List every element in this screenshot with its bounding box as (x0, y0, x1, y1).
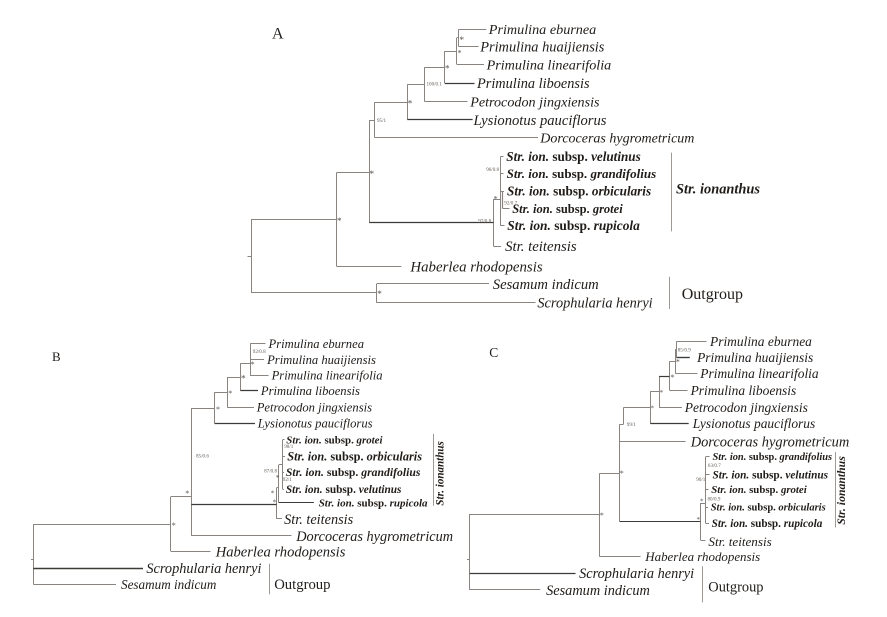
svg-text:Str. ion. subsp. grandifolius: Str. ion. subsp. grandifolius (507, 166, 657, 181)
svg-text:Str. ion. subsp. grandifolius: Str. ion. subsp. grandifolius (713, 452, 833, 463)
svg-text:96/0.8: 96/0.8 (486, 167, 499, 173)
svg-text:Scrophularia henryi: Scrophularia henryi (146, 561, 261, 577)
svg-text:Haberlea rhodopensis: Haberlea rhodopensis (644, 549, 760, 564)
svg-text:90/1: 90/1 (696, 477, 706, 483)
svg-text:*: * (377, 290, 382, 300)
svg-text:85/0.6: 85/0.6 (196, 453, 209, 459)
svg-text:*: * (620, 469, 624, 478)
svg-text:Primulina huaijiensis: Primulina huaijiensis (696, 350, 813, 365)
svg-text:Primulina liboensis: Primulina liboensis (260, 384, 360, 398)
svg-text:*: * (369, 170, 374, 180)
svg-text:Primulina liboensis: Primulina liboensis (690, 383, 797, 398)
svg-text:92/0.7: 92/0.7 (504, 200, 517, 206)
svg-text:Dorcoceras hygrometricum: Dorcoceras hygrometricum (690, 435, 850, 451)
svg-text:Primulina linearifolia: Primulina linearifolia (486, 57, 612, 73)
svg-text:B: B (52, 349, 61, 364)
svg-text:Str. ion. subsp. velutinus: Str. ion. subsp. velutinus (506, 149, 640, 164)
svg-text:*: * (676, 357, 680, 366)
svg-text:Haberlea rhodopensis: Haberlea rhodopensis (215, 544, 346, 560)
svg-text:*: * (408, 100, 413, 110)
svg-text:Dorcoceras hygrometricum: Dorcoceras hygrometricum (295, 529, 453, 545)
svg-text:*: * (271, 488, 275, 497)
svg-text:100/0.1: 100/0.1 (427, 82, 443, 88)
svg-text:*: * (697, 516, 701, 524)
svg-text:*: * (228, 389, 232, 398)
svg-text:Outgroup: Outgroup (708, 579, 763, 595)
svg-text:Outgroup: Outgroup (274, 577, 330, 593)
svg-text:Sesamum indicum: Sesamum indicum (121, 577, 216, 592)
svg-text:*: * (185, 489, 189, 498)
svg-text:98/1: 98/1 (284, 444, 294, 450)
svg-text:*: * (445, 65, 450, 75)
svg-text:*: * (651, 405, 655, 413)
svg-text:Primulina eburnea: Primulina eburnea (268, 337, 365, 351)
svg-text:Str. ionanthus: Str. ionanthus (435, 441, 447, 506)
svg-text:Dorcoceras hygrometricum: Dorcoceras hygrometricum (539, 132, 694, 147)
svg-text:*: * (458, 48, 462, 57)
svg-text:Primulina linearifolia: Primulina linearifolia (271, 369, 383, 383)
svg-text:Scrophularia henryi: Scrophularia henryi (537, 296, 652, 312)
svg-text:Str. ion. subsp. rupicola: Str. ion. subsp. rupicola (319, 497, 428, 509)
svg-text:Primulina huaijiensis: Primulina huaijiensis (266, 353, 376, 367)
svg-text:Str. ion. subsp. orbicularis: Str. ion. subsp. orbicularis (711, 502, 826, 513)
svg-text:Lysionotus pauciflorus: Lysionotus pauciflorus (692, 416, 815, 431)
svg-text:*: * (276, 473, 280, 482)
svg-text:80/0.9: 80/0.9 (708, 496, 721, 502)
svg-text:Petrocodon jingxiensis: Petrocodon jingxiensis (684, 400, 808, 415)
svg-text:Lysionotus pauciflorus: Lysionotus pauciflorus (473, 113, 607, 129)
svg-text:*: * (273, 497, 277, 506)
svg-text:*: * (671, 373, 675, 382)
svg-text:*: * (251, 360, 255, 369)
svg-text:Str. ionanthus: Str. ionanthus (676, 182, 760, 198)
svg-text:63/0.7: 63/0.7 (708, 463, 721, 469)
svg-text:97/0.8: 97/0.8 (478, 219, 491, 225)
svg-text:Str. ion. subsp. rupicola: Str. ion. subsp. rupicola (712, 518, 823, 530)
svg-text:Str. ion. subsp. grotei: Str. ion. subsp. grotei (512, 202, 623, 216)
svg-text:C: C (489, 345, 498, 360)
svg-text:Lysionotus pauciflorus: Lysionotus pauciflorus (257, 417, 373, 431)
svg-text:Petrocodon jingxiensis: Petrocodon jingxiensis (469, 94, 600, 110)
svg-text:*: * (600, 511, 604, 520)
svg-text:Primulina eburnea: Primulina eburnea (488, 22, 596, 38)
svg-text:Str. teitensis: Str. teitensis (284, 512, 354, 528)
svg-text:Str. ion. subsp. orbicularis: Str. ion. subsp. orbicularis (287, 450, 422, 464)
svg-text:95/1: 95/1 (377, 118, 387, 124)
svg-text:Primulina linearifolia: Primulina linearifolia (699, 366, 819, 381)
svg-text:*: * (172, 521, 176, 530)
svg-text:A: A (272, 26, 284, 43)
svg-text:*: * (494, 195, 498, 204)
svg-text:Str. ion. subsp. orbicularis: Str. ion. subsp. orbicularis (507, 184, 651, 199)
svg-text:Str. ion. subsp. rupicola: Str. ion. subsp. rupicola (507, 218, 640, 233)
svg-text:Str. ion. subsp. grotei: Str. ion. subsp. grotei (711, 484, 806, 496)
svg-text:Str. teitensis: Str. teitensis (505, 239, 577, 255)
svg-text:Outgroup: Outgroup (682, 286, 743, 303)
svg-text:*: * (660, 389, 664, 397)
svg-text:Petrocodon jingxiensis: Petrocodon jingxiensis (256, 401, 372, 415)
svg-text:Primulina liboensis: Primulina liboensis (476, 76, 590, 92)
svg-text:*: * (700, 497, 704, 505)
svg-text:Str. teitensis: Str. teitensis (708, 534, 771, 549)
svg-text:Str. ionanthus: Str. ionanthus (835, 456, 848, 525)
svg-text:*: * (216, 405, 220, 414)
svg-text:*: * (459, 36, 464, 46)
svg-text:Haberlea rhodopensis: Haberlea rhodopensis (409, 260, 542, 276)
svg-text:Primulina eburnea: Primulina eburnea (709, 334, 812, 349)
svg-text:Sesamum indicum: Sesamum indicum (546, 583, 650, 599)
svg-text:*: * (337, 217, 342, 227)
svg-text:Str. ion. subsp. velutinus: Str. ion. subsp. velutinus (713, 469, 829, 481)
svg-text:Sesamum indicum: Sesamum indicum (493, 277, 599, 293)
svg-text:85/0.9: 85/0.9 (678, 347, 692, 353)
svg-text:Str. ion. subsp. grotei: Str. ion. subsp. grotei (286, 434, 382, 446)
svg-text:92/1: 92/1 (283, 477, 293, 483)
svg-text:92/0.8: 92/0.8 (253, 349, 266, 355)
svg-text:Str. ion. subsp. grandifolius: Str. ion. subsp. grandifolius (286, 466, 421, 479)
svg-text:*: * (241, 375, 246, 385)
svg-text:Str. ion. subsp. velutinus: Str. ion. subsp. velutinus (286, 484, 402, 496)
svg-text:87/0.8: 87/0.8 (264, 469, 277, 475)
svg-text:Scrophularia henryi: Scrophularia henryi (579, 566, 694, 582)
svg-text:99/1: 99/1 (627, 422, 637, 428)
svg-text:Primulina huaijiensis: Primulina huaijiensis (479, 40, 605, 56)
